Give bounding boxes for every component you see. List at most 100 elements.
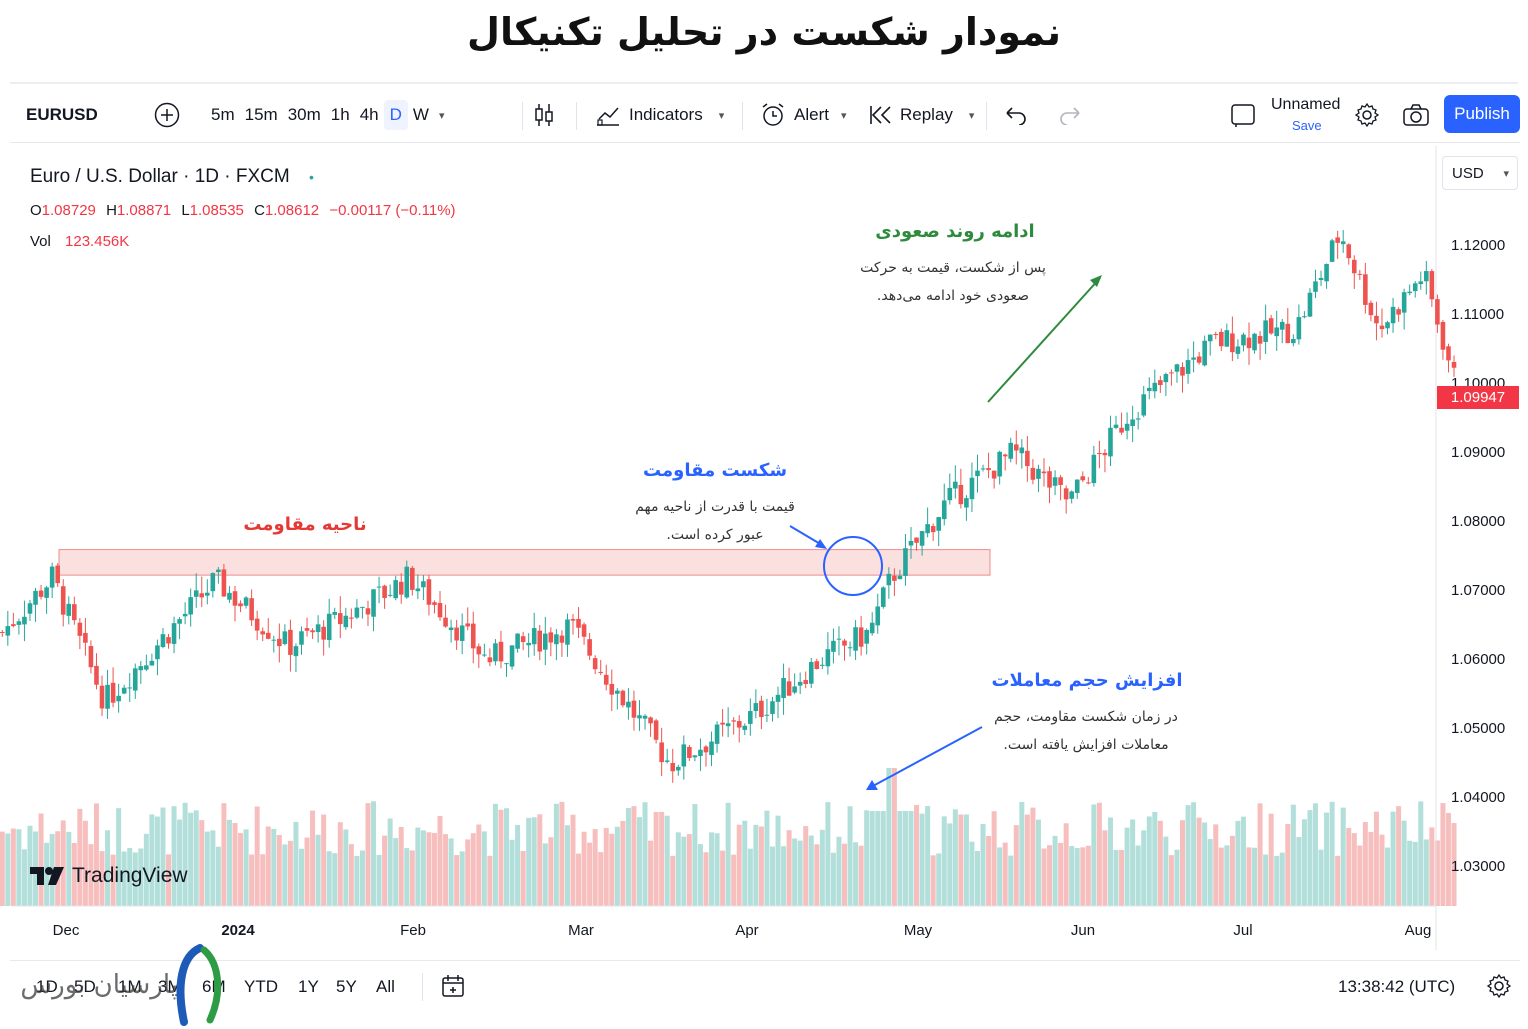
volume-bar: [1135, 845, 1141, 906]
candle-body: [1374, 315, 1379, 324]
candle-body: [210, 573, 216, 592]
timeframe-15m[interactable]: 15m: [244, 105, 278, 124]
volume-bar: [1218, 847, 1224, 906]
range-1y[interactable]: 1Y: [298, 977, 319, 996]
volume-bar: [620, 820, 626, 906]
volume-bar: [1434, 840, 1440, 906]
volume-bar: [393, 838, 399, 906]
timeframe-30m[interactable]: 30m: [287, 105, 321, 124]
range-3m[interactable]: 3M: [158, 977, 182, 996]
replay-button[interactable]: Replay ▾: [868, 88, 974, 142]
candle-body: [1185, 360, 1191, 374]
legend-open-value: 1.08729: [41, 202, 96, 219]
candle-body: [1351, 259, 1357, 274]
uptrend-note: پس از شکست، قیمت به حرکت صعودی خود ادامه…: [838, 254, 1068, 310]
breakout-arrowhead: [815, 539, 827, 549]
candle-body: [1329, 240, 1335, 262]
timeframe-4h[interactable]: 4h: [359, 105, 379, 124]
redo-icon[interactable]: [1058, 88, 1082, 142]
candle-body: [465, 623, 471, 627]
volume-bar: [1290, 804, 1296, 906]
calendar-icon[interactable]: [440, 973, 466, 1004]
candle-body: [526, 642, 531, 646]
candle-body: [792, 686, 797, 693]
volume-bar: [0, 831, 5, 906]
tradingview-brand[interactable]: TradingView: [30, 864, 188, 888]
candle-body: [22, 616, 27, 625]
indicators-button[interactable]: Indicators ▾: [595, 88, 724, 142]
candle-body: [60, 586, 66, 615]
candle-body: [199, 593, 205, 598]
volume-bar: [1423, 839, 1429, 906]
volume-bar: [182, 802, 188, 906]
layout-icon[interactable]: [1230, 88, 1256, 142]
candle-body: [831, 640, 836, 652]
candle-body: [925, 524, 930, 534]
volume-bar: [1252, 847, 1258, 906]
volume-bar: [891, 768, 897, 906]
gear-icon[interactable]: [1486, 973, 1512, 1004]
breakout-note-line2: عبور کرده است.: [666, 527, 764, 543]
symbol-search-button[interactable]: EURUSD: [26, 105, 98, 124]
volume-bar: [609, 833, 615, 906]
clock-time[interactable]: 13:38:42 (UTC): [1338, 977, 1456, 996]
chevron-down-icon: ▾: [1503, 167, 1509, 180]
legend-l-label: L: [181, 202, 190, 219]
publish-button[interactable]: Publish: [1444, 95, 1520, 133]
range-5d[interactable]: 5D: [74, 977, 96, 996]
volume-bar: [354, 855, 360, 906]
undo-icon[interactable]: [1004, 88, 1028, 142]
candle-body: [570, 619, 576, 621]
volume-bar: [221, 803, 227, 906]
tradingview-brand-text: TradingView: [72, 864, 188, 887]
candle-body: [216, 569, 221, 573]
volume-bar: [1113, 849, 1119, 906]
candle-body: [1091, 454, 1097, 484]
volume-bar: [1152, 812, 1158, 906]
volume-bar: [1312, 803, 1318, 906]
range-1m[interactable]: 1M: [118, 977, 142, 996]
volume-bar: [343, 829, 349, 906]
candle-body: [1169, 372, 1174, 374]
candle-body: [1285, 323, 1291, 344]
candle-body: [897, 575, 903, 580]
currency-select[interactable]: USD ▾: [1442, 156, 1518, 190]
candle-body: [470, 623, 476, 649]
volume-bar: [592, 829, 598, 906]
price-tick-label: 1.03000: [1451, 858, 1506, 875]
timeframe-d[interactable]: D: [383, 100, 408, 130]
compare-add-icon[interactable]: [153, 88, 181, 142]
candle-body: [1407, 291, 1412, 294]
volume-bar: [293, 821, 299, 906]
volume-bar: [991, 811, 997, 906]
range-1d[interactable]: 1D: [36, 977, 58, 996]
alert-button[interactable]: Alert ▾: [760, 88, 847, 142]
volume-bar: [426, 832, 432, 906]
candle-body: [1002, 454, 1008, 457]
candle-body: [1058, 477, 1063, 485]
candle-body: [554, 634, 559, 645]
volume-bar: [1368, 831, 1374, 906]
range-all[interactable]: All: [376, 977, 395, 996]
chevron-down-icon[interactable]: ▾: [438, 109, 445, 122]
candle-body: [820, 664, 825, 666]
volume-bar: [709, 832, 715, 906]
timeframe-5m[interactable]: 5m: [211, 105, 235, 124]
camera-icon[interactable]: [1402, 88, 1430, 142]
volume-bar: [88, 844, 94, 906]
volume-bar: [758, 826, 764, 906]
candles-icon[interactable]: [532, 88, 556, 142]
range-5y[interactable]: 5Y: [336, 977, 357, 996]
timeframe-1h[interactable]: 1h: [330, 105, 350, 124]
legend-title-text: Euro / U.S. Dollar · 1D · FXCM: [30, 166, 290, 187]
candle-body: [703, 746, 709, 753]
range-ytd[interactable]: YTD: [244, 977, 278, 996]
save-button[interactable]: Save: [1292, 118, 1322, 133]
candle-body: [698, 749, 703, 756]
toolbar-divider: [742, 102, 743, 130]
timeframe-w[interactable]: W: [412, 105, 429, 124]
candle-body: [1340, 241, 1346, 245]
toolbar-divider: [522, 102, 523, 130]
layout-name[interactable]: Unnamed: [1271, 96, 1341, 113]
gear-icon[interactable]: [1354, 88, 1380, 142]
